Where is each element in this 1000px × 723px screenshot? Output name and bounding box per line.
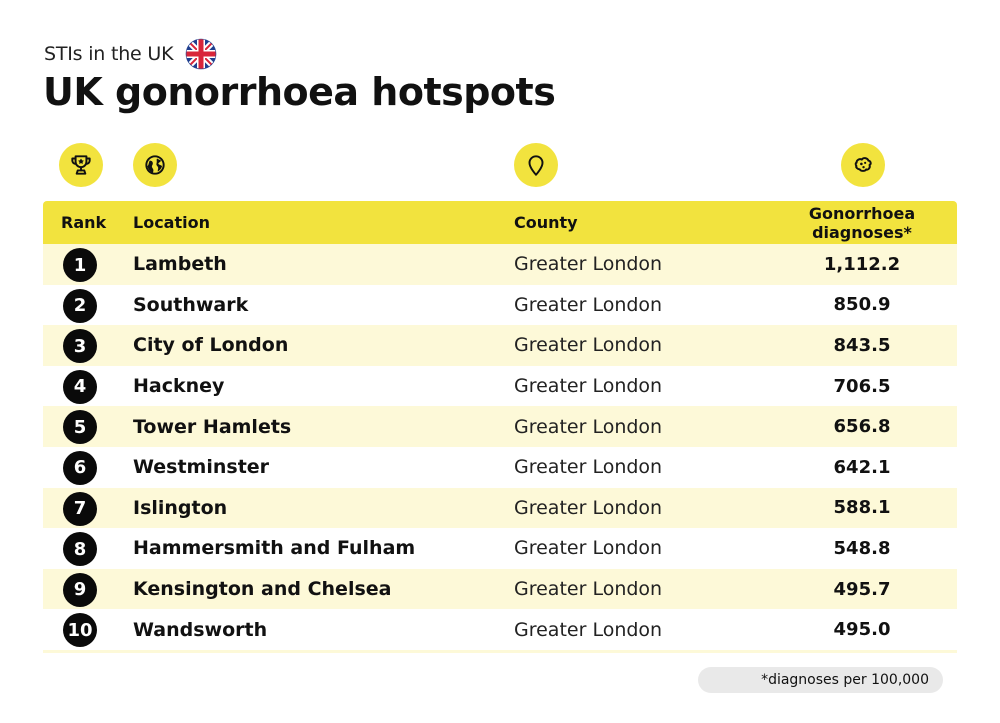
location-cell: Westminster (133, 456, 270, 479)
trophy-icon (59, 143, 103, 187)
column-header-diagnoses-line2: diagnoses* (812, 222, 912, 242)
location-cell: Lambeth (133, 253, 227, 276)
rank-badge: 9 (63, 572, 97, 607)
column-header-rank: Rank (61, 213, 107, 232)
location-cell: Hackney (133, 375, 225, 398)
column-header-diagnoses-line1: Gonorrhoea (808, 203, 916, 223)
table-row: 2 Southwark Greater London 850.9 (43, 285, 957, 326)
location-cell: Tower Hamlets (133, 415, 292, 438)
table-row: 9 Kensington and Chelsea Greater London … (43, 568, 957, 610)
diagnoses-cell: 642.1 (833, 456, 891, 478)
county-cell: Greater London (514, 496, 663, 519)
diagnoses-cell: 588.1 (833, 497, 891, 519)
rank-badge: 6 (63, 450, 97, 485)
diagnoses-cell: 656.8 (833, 416, 891, 438)
county-cell: Greater London (514, 618, 663, 641)
table-row: 4 Hackney Greater London 706.5 (43, 366, 957, 407)
rank-badge: 2 (63, 288, 97, 323)
rank-badge: 8 (63, 532, 97, 567)
diagnoses-cell: 843.5 (833, 334, 891, 356)
county-cell: Greater London (514, 578, 663, 601)
location-cell: Islington (133, 496, 228, 519)
kicker: STIs in the UK (44, 38, 217, 70)
table-row: 1 Lambeth Greater London 1,112.2 (43, 244, 957, 285)
diagnoses-cell: 495.0 (833, 619, 891, 641)
uk-flag-icon (186, 38, 217, 70)
diagnoses-cell: 495.7 (833, 578, 891, 600)
rank-badge: 1 (63, 248, 97, 282)
map-pin-icon (514, 143, 558, 187)
column-header-diagnoses: Gonorrhoea diagnoses* (783, 201, 941, 244)
globe-icon (133, 143, 177, 187)
county-cell: Greater London (514, 375, 663, 398)
rank-badge: 7 (63, 491, 97, 526)
location-cell: Hammersmith and Fulham (133, 537, 416, 560)
county-cell: Greater London (514, 456, 663, 479)
column-header-location: Location (133, 213, 210, 232)
table-row: 8 Hammersmith and Fulham Greater London … (43, 528, 957, 569)
table-row: 6 Westminster Greater London 642.1 (43, 447, 957, 488)
county-cell: Greater London (514, 253, 663, 276)
table-row: 3 City of London Greater London 843.5 (43, 325, 957, 366)
diagnoses-cell: 706.5 (833, 375, 891, 397)
table-row: 5 Tower Hamlets Greater London 656.8 (43, 406, 957, 447)
microbe-icon (841, 143, 885, 187)
column-header-county: County (514, 213, 578, 232)
location-cell: Kensington and Chelsea (133, 578, 392, 601)
diagnoses-cell: 850.9 (833, 294, 891, 316)
column-icon-row (0, 143, 1000, 187)
county-cell: Greater London (514, 537, 663, 560)
location-cell: Wandsworth (133, 618, 268, 641)
county-cell: Greater London (514, 415, 663, 438)
table-header: Rank Location County Gonorrhoea diagnose… (43, 201, 957, 244)
table-bottom-rule (43, 649, 957, 653)
rank-badge: 4 (63, 369, 97, 404)
footnote: *diagnoses per 100,000 (698, 667, 943, 693)
rank-badge: 5 (63, 410, 97, 445)
hotspots-table: Rank Location County Gonorrhoea diagnose… (43, 201, 957, 653)
location-cell: City of London (133, 334, 289, 357)
diagnoses-cell: 1,112.2 (823, 253, 901, 275)
table-row: 7 Islington Greater London 588.1 (43, 487, 957, 529)
county-cell: Greater London (514, 334, 663, 357)
rank-badge: 10 (63, 613, 97, 648)
diagnoses-cell: 548.8 (833, 537, 891, 559)
kicker-text: STIs in the UK (44, 43, 174, 65)
page-title: UK gonorrhoea hotspots (43, 70, 556, 114)
rank-badge: 3 (63, 329, 97, 364)
table-row: 10 Wandsworth Greater London 495.0 (43, 609, 957, 650)
county-cell: Greater London (514, 293, 663, 316)
location-cell: Southwark (133, 293, 249, 316)
